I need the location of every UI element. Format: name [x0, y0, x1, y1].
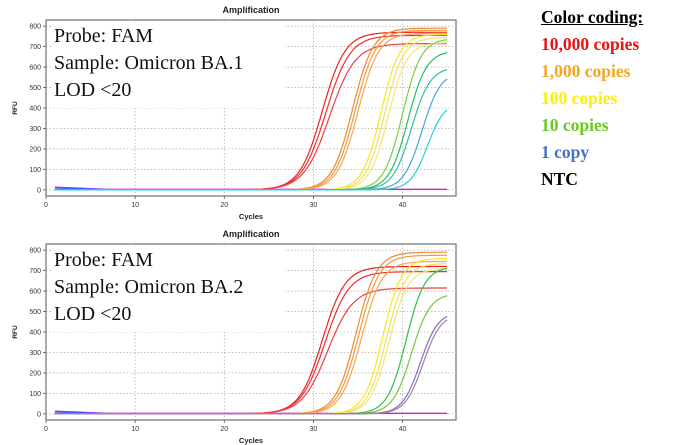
annotation-line-2: LOD <20 [54, 79, 131, 101]
y-tick-label: 700 [29, 44, 41, 51]
annotation-line-1: Sample: Omicron BA.1 [54, 52, 243, 74]
annotation-line-0: Probe: FAM [54, 249, 153, 271]
legend-title: Color coding: [541, 7, 644, 27]
x-tick-label: 30 [309, 426, 317, 433]
y-tick-label: 800 [29, 248, 41, 255]
y-tick-label: 600 [29, 289, 41, 296]
legend-item-1-copy: 1 copy [541, 142, 590, 162]
amplification-chart-ba2: Amplification 0 100 200 300 400 500 600 700 800 0 1… [12, 229, 457, 445]
x-tick-label: 20 [220, 426, 228, 433]
y-tick-label: 300 [29, 126, 41, 133]
legend-item-ntc: NTC [541, 169, 578, 189]
x-tick-label: 40 [399, 202, 407, 209]
annotation-box [51, 246, 285, 332]
x-tick-label: 40 [399, 426, 407, 433]
y-tick-label: 100 [29, 167, 41, 174]
x-axis-label: Cycles [239, 436, 263, 445]
y-tick-label: 100 [29, 391, 41, 398]
x-tick-label: 20 [220, 202, 228, 209]
amplification-curve-12 [54, 319, 448, 415]
amplification-chart-ba1: Amplification 0 100 200 300 400 500 600 700 800 0 1… [12, 5, 457, 221]
annotation-line-1: Sample: Omicron BA.2 [54, 276, 243, 298]
y-axis-label: RFU [12, 325, 19, 339]
x-tick-label: 10 [131, 202, 139, 209]
y-tick-label: 300 [29, 350, 41, 357]
y-tick-label: 800 [29, 24, 41, 31]
y-tick-label: 500 [29, 85, 41, 92]
legend-item-10000-copies: 10,000 copies [541, 34, 640, 54]
chart-title: Amplification [222, 5, 279, 15]
series-group [54, 27, 448, 191]
x-tick-label: 0 [44, 202, 48, 209]
legend-item-1000-copies: 1,000 copies [541, 61, 631, 81]
y-tick-label: 700 [29, 268, 41, 275]
color-coding-legend: Color coding: 10,000 copies 1,000 copies… [541, 4, 643, 193]
y-tick-label: 600 [29, 65, 41, 72]
x-tick-label: 30 [309, 202, 317, 209]
amplification-curve-13 [54, 109, 448, 191]
legend-item-10-copies: 10 copies [541, 115, 609, 135]
annotation-box [51, 22, 285, 108]
y-tick-label: 500 [29, 309, 41, 316]
y-tick-label: 0 [37, 187, 41, 194]
y-tick-label: 200 [29, 146, 41, 153]
x-tick-label: 10 [131, 426, 139, 433]
annotation-line-0: Probe: FAM [54, 25, 153, 47]
x-tick-label: 0 [44, 426, 48, 433]
annotation-line-2: LOD <20 [54, 303, 131, 325]
y-tick-label: 400 [29, 330, 41, 337]
y-tick-label: 200 [29, 370, 41, 377]
y-tick-label: 400 [29, 106, 41, 113]
x-axis-label: Cycles [239, 212, 263, 221]
chart-title: Amplification [222, 229, 279, 239]
y-tick-label: 0 [37, 411, 41, 418]
legend-item-100-copies: 100 copies [541, 88, 618, 108]
y-axis-label: RFU [12, 101, 19, 115]
series-group [54, 251, 448, 415]
